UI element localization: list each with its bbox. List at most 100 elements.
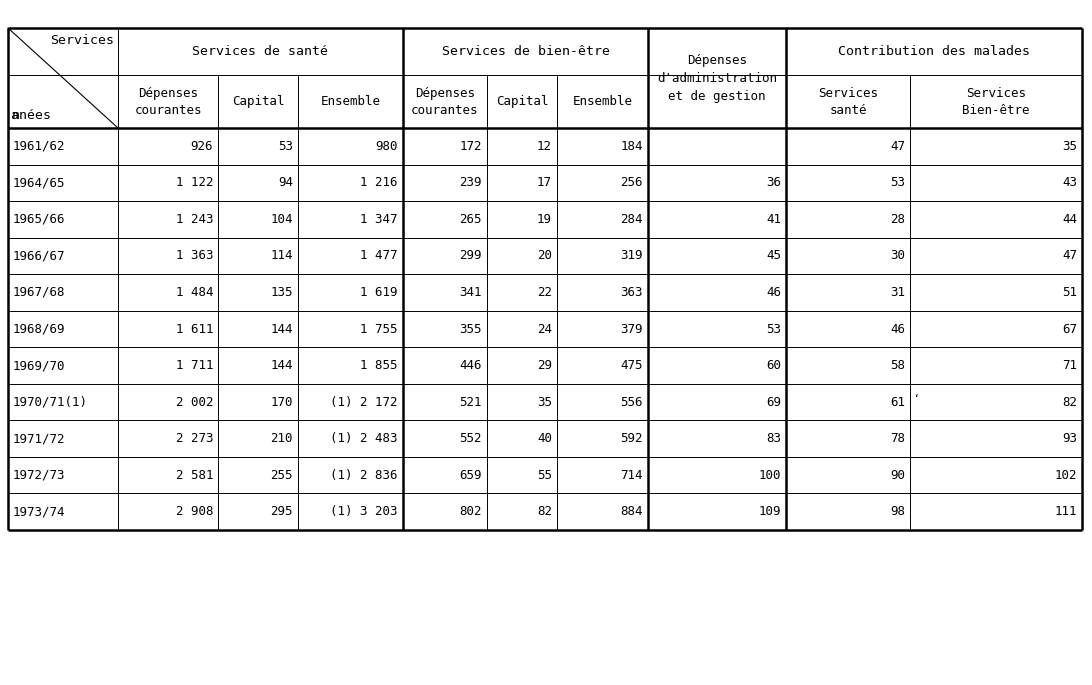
Text: 295: 295 (271, 506, 293, 519)
Text: 69: 69 (765, 396, 781, 408)
Text: 82: 82 (1063, 396, 1077, 408)
Text: 45: 45 (765, 249, 781, 262)
Text: Dépenses
courantes: Dépenses courantes (134, 86, 202, 116)
Text: 135: 135 (271, 286, 293, 299)
Text: 1965/66: 1965/66 (13, 213, 66, 226)
Text: 475: 475 (620, 359, 643, 372)
Text: 1 477: 1 477 (360, 249, 397, 262)
Text: 2 908: 2 908 (176, 506, 213, 519)
Text: Ensemble: Ensemble (572, 95, 632, 108)
Text: 1 711: 1 711 (176, 359, 213, 372)
Text: 1966/67: 1966/67 (13, 249, 66, 262)
Text: 114: 114 (271, 249, 293, 262)
Text: 29: 29 (537, 359, 551, 372)
Text: 2 002: 2 002 (176, 396, 213, 408)
Text: 78: 78 (890, 432, 905, 445)
Text: 1 611: 1 611 (176, 323, 213, 336)
Text: 12: 12 (537, 140, 551, 153)
Text: 2 581: 2 581 (176, 469, 213, 482)
Text: 94: 94 (278, 176, 293, 189)
Text: 172: 172 (460, 140, 482, 153)
Text: 19: 19 (537, 213, 551, 226)
Text: Dépenses
courantes: Dépenses courantes (412, 86, 478, 116)
Text: Services de santé: Services de santé (192, 45, 329, 58)
Text: 98: 98 (890, 506, 905, 519)
Text: 521: 521 (460, 396, 482, 408)
Text: 355: 355 (460, 323, 482, 336)
Text: 24: 24 (537, 323, 551, 336)
Text: Services de bien-être: Services de bien-être (441, 45, 609, 58)
Text: 71: 71 (1063, 359, 1077, 372)
Text: 446: 446 (460, 359, 482, 372)
Text: 67: 67 (1063, 323, 1077, 336)
Text: 35: 35 (1063, 140, 1077, 153)
Text: 552: 552 (460, 432, 482, 445)
Text: 43: 43 (1063, 176, 1077, 189)
Text: 17: 17 (537, 176, 551, 189)
Text: 379: 379 (620, 323, 643, 336)
Text: 30: 30 (890, 249, 905, 262)
Text: (1) 2 483: (1) 2 483 (331, 432, 397, 445)
Text: 1 755: 1 755 (360, 323, 397, 336)
Text: 1968/69: 1968/69 (13, 323, 66, 336)
Text: 884: 884 (620, 506, 643, 519)
Text: 1961/62: 1961/62 (13, 140, 66, 153)
Text: 104: 104 (271, 213, 293, 226)
Text: 83: 83 (765, 432, 781, 445)
Text: 363: 363 (620, 286, 643, 299)
Text: Contribution des malades: Contribution des malades (838, 45, 1030, 58)
Text: 58: 58 (890, 359, 905, 372)
Text: 1967/68: 1967/68 (13, 286, 66, 299)
Text: 28: 28 (890, 213, 905, 226)
Text: 1 619: 1 619 (360, 286, 397, 299)
Text: 60: 60 (765, 359, 781, 372)
Text: 1970/71(1): 1970/71(1) (13, 396, 88, 408)
Text: (1) 2 172: (1) 2 172 (331, 396, 397, 408)
Text: 53: 53 (765, 323, 781, 336)
Text: 1 855: 1 855 (360, 359, 397, 372)
Text: nnées: nnées (12, 109, 52, 122)
Text: 184: 184 (620, 140, 643, 153)
Text: 265: 265 (460, 213, 482, 226)
Text: 102: 102 (1055, 469, 1077, 482)
Text: 144: 144 (271, 359, 293, 372)
Text: (1) 2 836: (1) 2 836 (331, 469, 397, 482)
Text: 90: 90 (890, 469, 905, 482)
Text: 51: 51 (1063, 286, 1077, 299)
Text: Ensemble: Ensemble (320, 95, 380, 108)
Text: Dépenses
d'administration
et de gestion: Dépenses d'administration et de gestion (657, 53, 778, 103)
Text: 53: 53 (890, 176, 905, 189)
Text: 170: 170 (271, 396, 293, 408)
Text: 44: 44 (1063, 213, 1077, 226)
Text: 61: 61 (890, 396, 905, 408)
Text: Services
santé: Services santé (818, 86, 878, 116)
Text: 1 243: 1 243 (176, 213, 213, 226)
Text: a: a (10, 109, 17, 122)
Text: 55: 55 (537, 469, 551, 482)
Text: 239: 239 (460, 176, 482, 189)
Text: 53: 53 (278, 140, 293, 153)
Text: 93: 93 (1063, 432, 1077, 445)
Text: 41: 41 (765, 213, 781, 226)
Text: 255: 255 (271, 469, 293, 482)
Text: 22: 22 (537, 286, 551, 299)
Text: 1971/72: 1971/72 (13, 432, 66, 445)
Text: Capital: Capital (496, 95, 548, 108)
Text: 46: 46 (765, 286, 781, 299)
Text: 47: 47 (890, 140, 905, 153)
Text: 1 347: 1 347 (360, 213, 397, 226)
Text: 1 216: 1 216 (360, 176, 397, 189)
Text: 35: 35 (537, 396, 551, 408)
Text: 926: 926 (190, 140, 213, 153)
Text: 46: 46 (890, 323, 905, 336)
Text: 256: 256 (620, 176, 643, 189)
Text: 20: 20 (537, 249, 551, 262)
Text: 714: 714 (620, 469, 643, 482)
Text: 2 273: 2 273 (176, 432, 213, 445)
Text: 802: 802 (460, 506, 482, 519)
Text: 210: 210 (271, 432, 293, 445)
Text: 1972/73: 1972/73 (13, 469, 66, 482)
Text: 109: 109 (759, 506, 781, 519)
Text: (1) 3 203: (1) 3 203 (331, 506, 397, 519)
Text: 1964/65: 1964/65 (13, 176, 66, 189)
